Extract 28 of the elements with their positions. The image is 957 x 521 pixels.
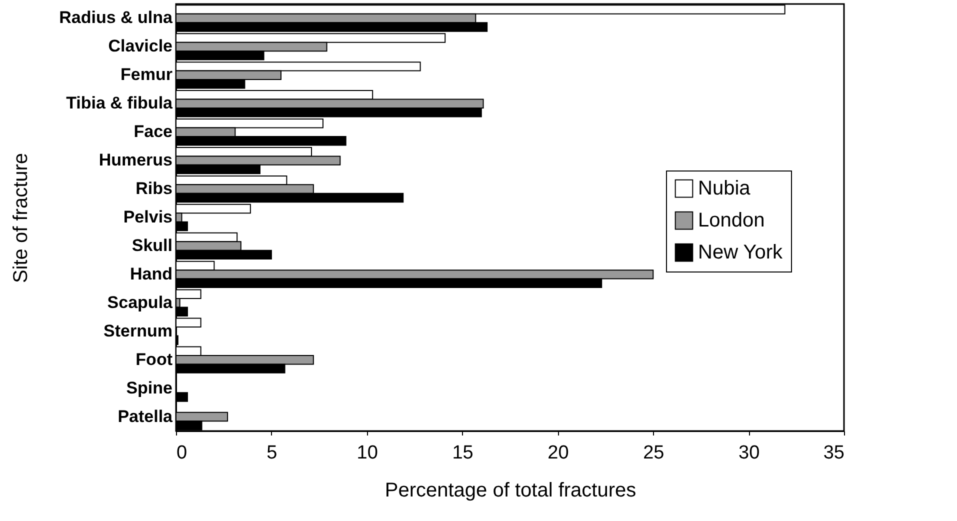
x-tick-label: 30	[738, 442, 760, 464]
x-tick-label: 35	[823, 442, 844, 464]
x-axis-title: Percentage of total fractures	[384, 480, 636, 502]
y-tick-label: Scapula	[107, 292, 174, 312]
y-tick-label: Humerus	[98, 150, 172, 170]
y-tick-label: Femur	[120, 65, 173, 84]
y-tick-label: Tibia & fibula	[66, 94, 174, 113]
x-tick-label: 25	[643, 442, 664, 464]
x-tick-label: 5	[266, 442, 278, 464]
legend-label: London	[698, 210, 765, 232]
y-tick-label: Radius & ulna	[59, 8, 174, 28]
x-tick-label: 10	[356, 442, 378, 464]
y-tick-label: Foot	[136, 350, 173, 369]
y-tick-label: Ribs	[136, 179, 172, 198]
x-tick-label: 15	[452, 442, 474, 464]
x-tick-label: 0	[176, 442, 188, 464]
y-tick-label: Spine	[126, 378, 172, 398]
y-tick-label: Hand	[130, 264, 172, 284]
y-tick-label: Pelvis	[123, 208, 172, 226]
y-tick-label: Skull	[132, 236, 172, 255]
y-tick-label: Clavicle	[108, 36, 172, 56]
y-tick-label: Face	[134, 122, 172, 142]
y-tick-label: Sternum	[104, 321, 172, 340]
x-tick-label: 20	[548, 442, 569, 464]
legend-label: New York	[698, 242, 784, 264]
y-axis-title: Site of fracture	[10, 152, 32, 284]
legend-label: Nubia	[698, 178, 752, 200]
y-tick-label: Patella	[118, 406, 174, 426]
